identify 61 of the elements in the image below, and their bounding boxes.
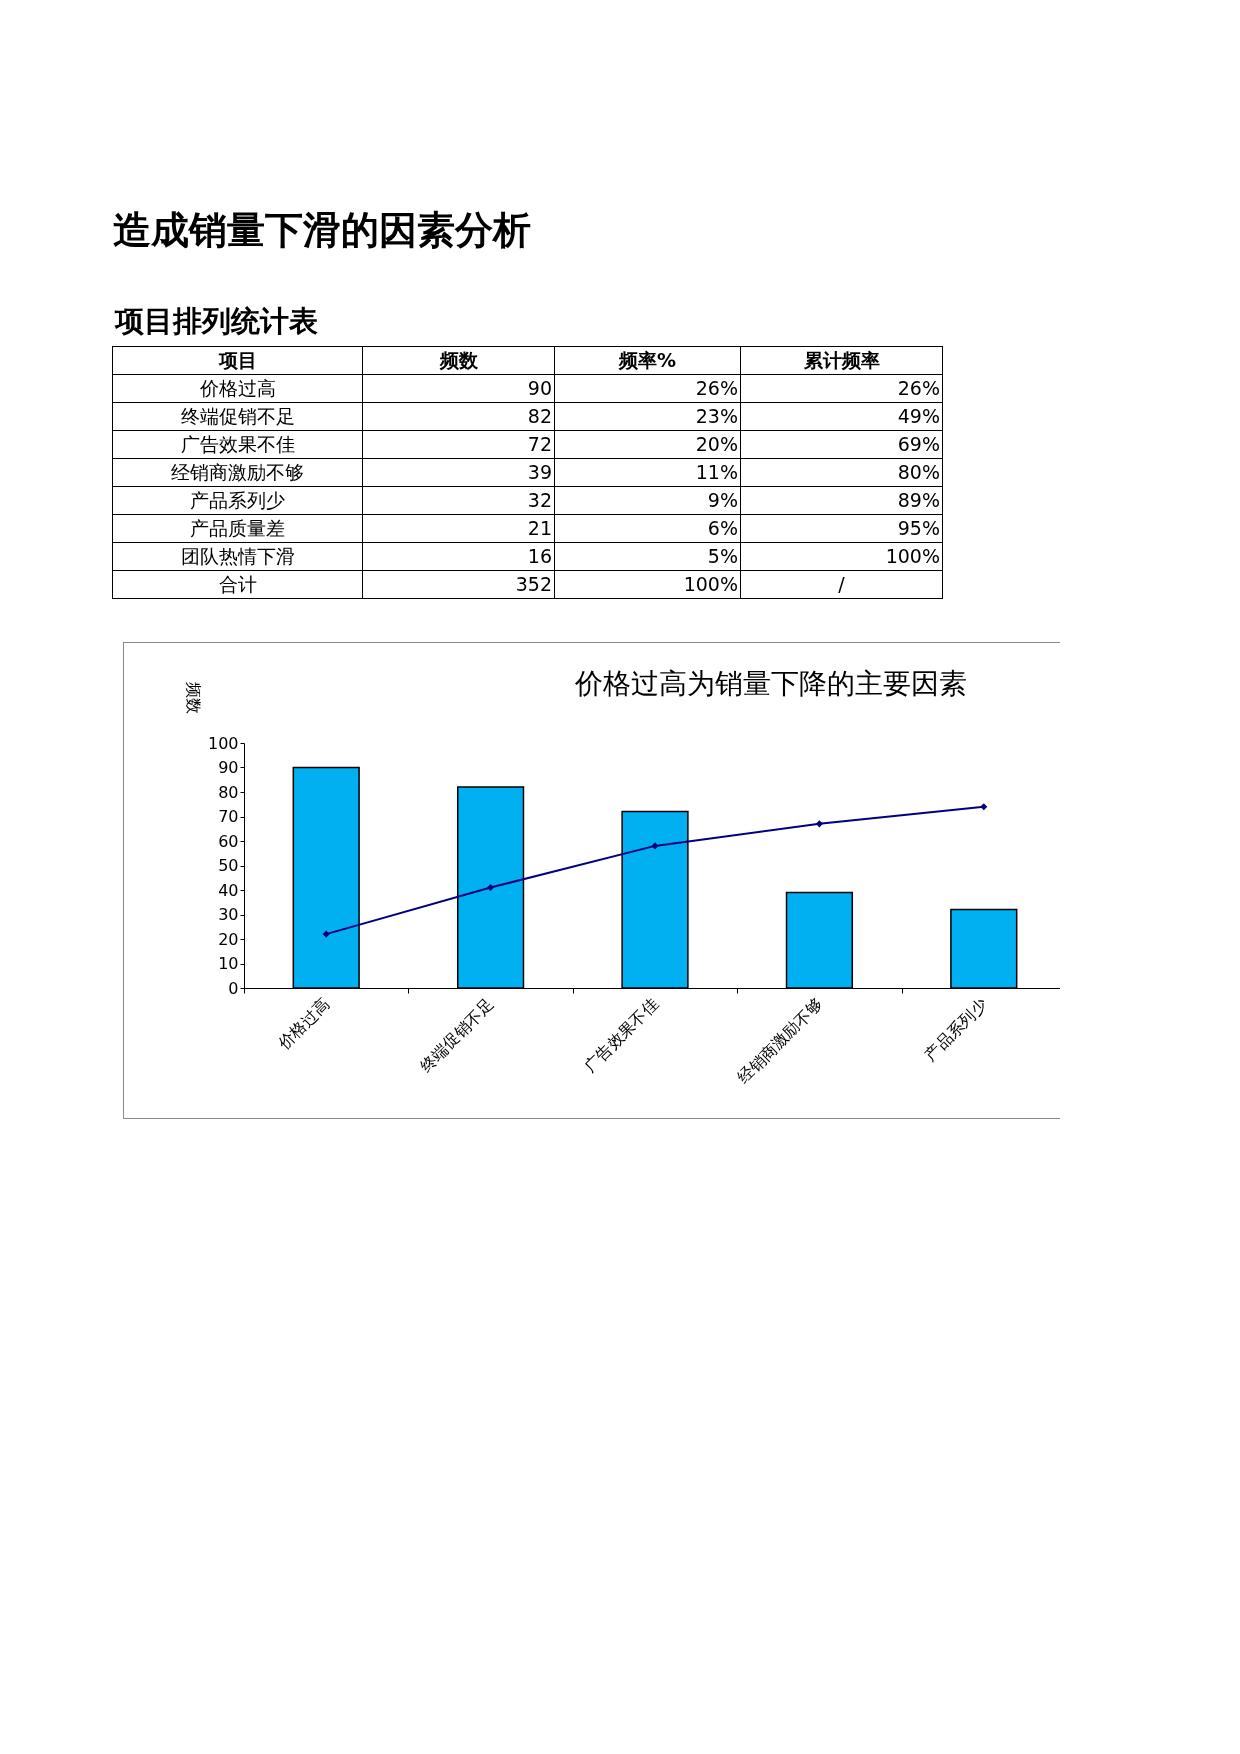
text: 产品质量差 [112, 514, 363, 543]
text: 49% [740, 402, 943, 431]
text: 广告效果不佳 [112, 430, 363, 459]
y-tick-label: 50 [218, 856, 239, 875]
text: 80% [740, 458, 943, 487]
text: 11% [554, 458, 741, 487]
text: 89% [740, 486, 943, 515]
y-tick-label: 20 [218, 929, 239, 949]
text: 95% [740, 514, 943, 543]
text: 69% [740, 430, 943, 459]
y-tick-label: 60 [218, 831, 239, 851]
y-axis-title: 频数 [183, 681, 203, 714]
text: 352 [362, 570, 555, 599]
text: 16 [362, 542, 555, 571]
text: 频数 [362, 346, 555, 375]
text: 90 [362, 374, 555, 403]
text: 23% [554, 402, 741, 431]
point [980, 803, 988, 811]
chart-title: 价格过高为销量下降的主要因素 [573, 667, 967, 700]
text: 6% [554, 514, 741, 543]
text: 产品系列少 [112, 486, 363, 515]
y-tick-label: 70 [218, 807, 239, 826]
text: 9% [554, 486, 741, 515]
x-tick-label: 终端促销不足 [416, 994, 498, 1076]
x-tick-label: 价格过高 [273, 994, 334, 1054]
y-tick-label: 100 [207, 733, 239, 753]
text: 72 [362, 430, 555, 459]
y-tick-label: 40 [218, 880, 239, 900]
text: 26% [740, 374, 943, 403]
text: 造成销量下滑的因素分析 [113, 207, 531, 254]
text: 项目 [112, 346, 363, 375]
text: 累计频率 [740, 346, 943, 375]
text: 82 [362, 402, 555, 431]
y-tick-label: 90 [218, 758, 239, 777]
point [487, 884, 495, 892]
text: 合计 [112, 570, 363, 599]
y-tick-label: 10 [218, 954, 239, 973]
y-tick-label: 30 [218, 905, 239, 924]
text: 20% [554, 430, 741, 459]
point [322, 930, 330, 938]
x-tick-label: 经销商激励不够 [733, 994, 827, 1088]
text: 21 [362, 514, 555, 543]
text: 经销商激励不够 [112, 458, 363, 487]
point [651, 842, 659, 850]
text: 价格过高 [112, 374, 363, 403]
point [815, 820, 823, 828]
y-tick-label: 0 [228, 978, 239, 998]
text: 32 [362, 486, 555, 515]
y-tick-label: 80 [218, 782, 239, 802]
text: 26% [554, 374, 741, 403]
x-tick-label: 广告效果不佳 [580, 994, 662, 1076]
text: 100% [740, 542, 943, 571]
text: 5% [554, 542, 741, 571]
x-tick-label: 产品系列少 [920, 994, 991, 1065]
text: 39 [362, 458, 555, 487]
text: 终端促销不足 [112, 402, 363, 431]
text: 团队热情下滑 [112, 542, 363, 571]
text: / [740, 570, 943, 599]
text: 100% [554, 570, 741, 599]
text: 项目排列统计表 [115, 303, 318, 340]
text: 频率% [554, 346, 741, 375]
